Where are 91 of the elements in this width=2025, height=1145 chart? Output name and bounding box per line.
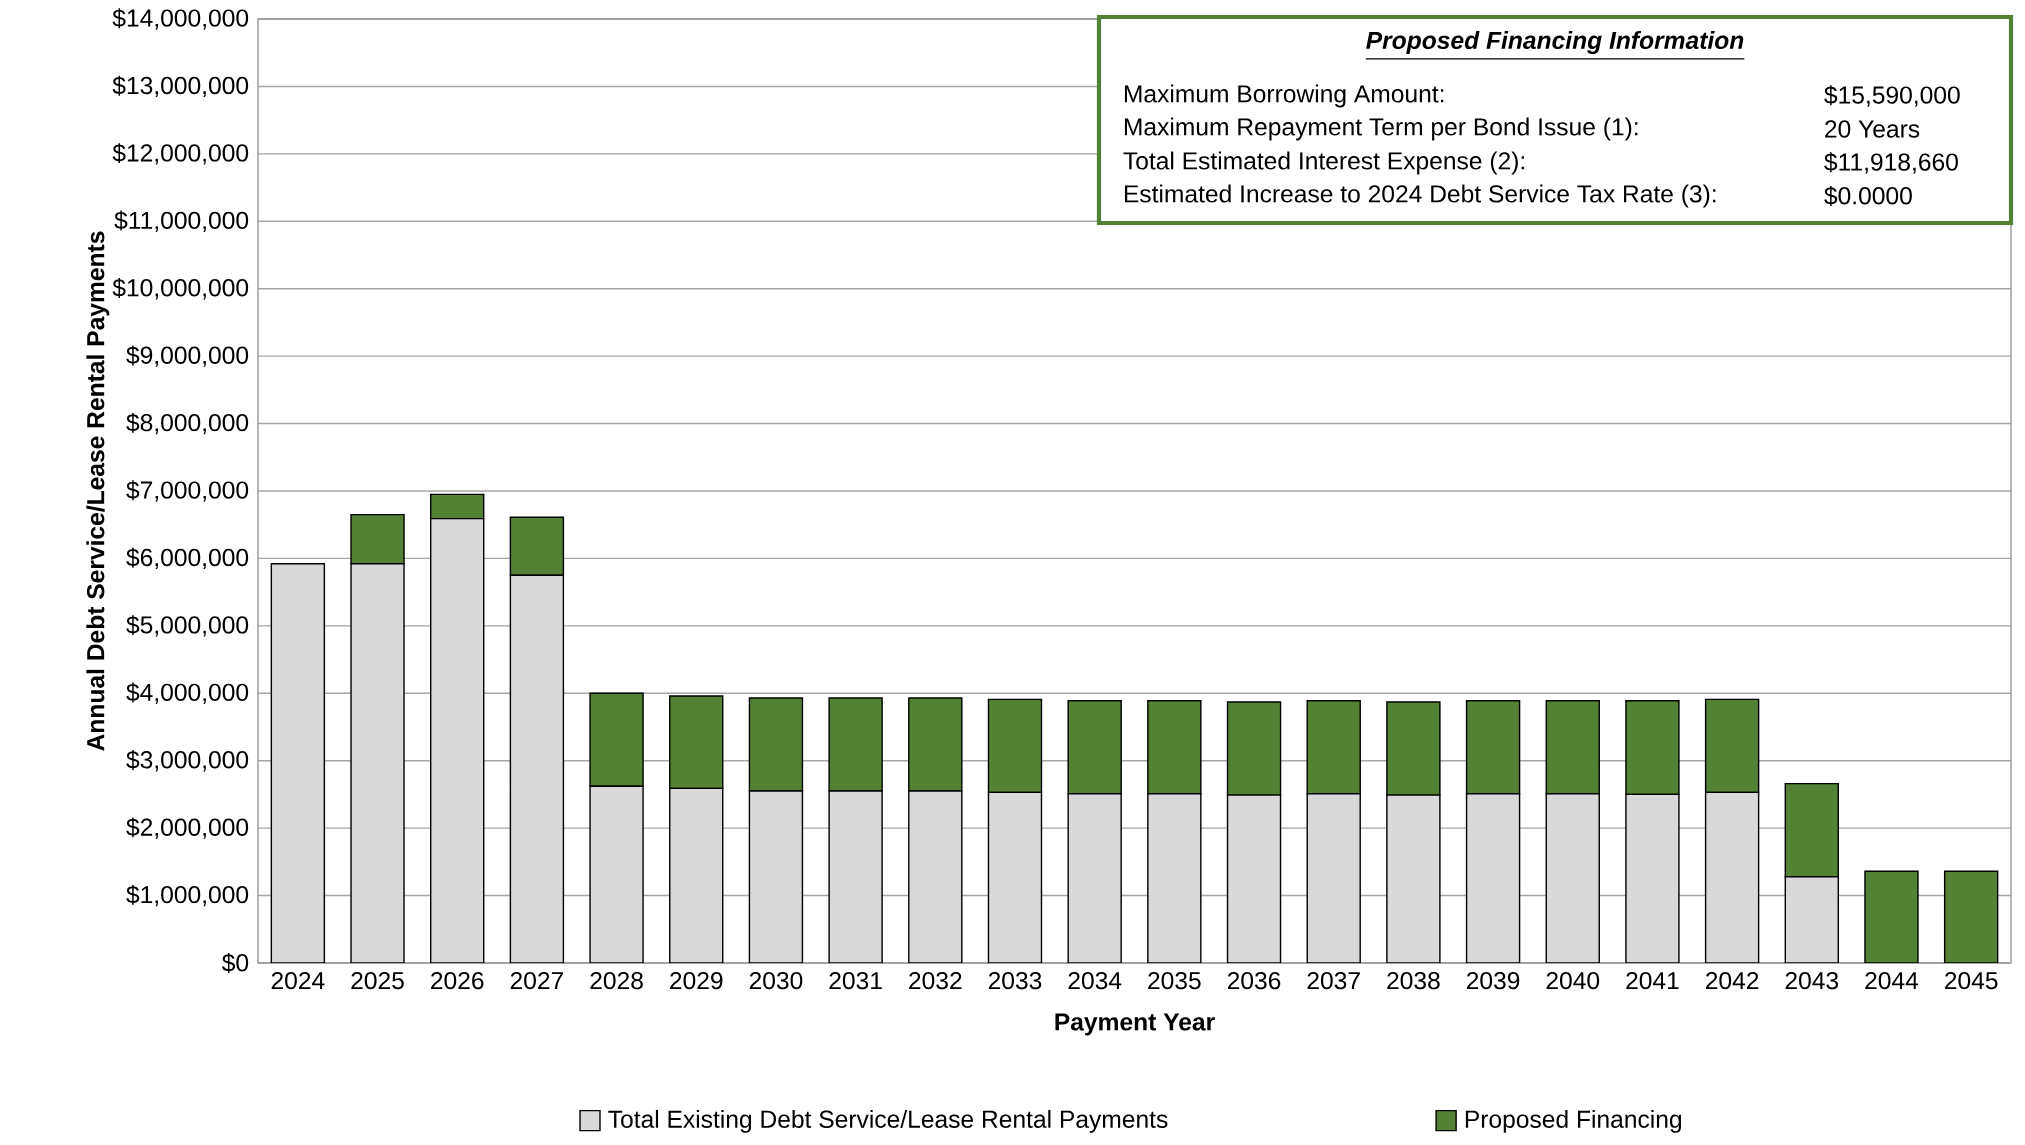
y-tick-label: $0: [222, 952, 249, 973]
bar: [1147, 699, 1202, 795]
bar: [828, 697, 883, 792]
annotation: Maximum Borrowing Amount:: [1124, 84, 1444, 108]
bar: [1943, 870, 1999, 963]
annotation: $0.0000: [1824, 185, 1912, 206]
bar: [1705, 792, 1759, 963]
annotation: $15,590,000: [1824, 85, 1960, 107]
bar: [509, 516, 565, 576]
bar: [1307, 793, 1361, 963]
bar: [590, 786, 644, 963]
bar: [669, 788, 723, 963]
x-tick-label: 2028: [590, 971, 643, 990]
x-tick-label: 2030: [749, 971, 803, 990]
x-tick-label: 2025: [351, 971, 404, 990]
x-tick-label: 2027: [510, 971, 564, 990]
bar: [908, 790, 962, 963]
x-tick-label: 2031: [829, 971, 882, 990]
x-tick-label: 2042: [1705, 971, 1759, 990]
x-tick-label: 2026: [431, 971, 484, 990]
legend-label: Proposed Financing: [1465, 1109, 1681, 1133]
bar: [1226, 701, 1282, 796]
y-tick-label: $11,000,000: [114, 210, 249, 232]
y-tick-label: $13,000,000: [112, 75, 249, 97]
y-tick-label: $8,000,000: [126, 412, 249, 435]
bar: [430, 518, 484, 963]
y-tick-label: $2,000,000: [126, 817, 249, 839]
bar: [1147, 793, 1201, 963]
legend-label: Total Existing Debt Service/Lease Rental Payments: [608, 1109, 1168, 1133]
y-tick-label: $12,000,000: [112, 142, 249, 165]
bar: [1466, 793, 1520, 963]
bar: [271, 563, 325, 963]
bar: [988, 792, 1042, 963]
x-tick-label: 2035: [1148, 971, 1201, 990]
y-tick-label: $10,000,000: [112, 277, 249, 300]
annotation: Proposed Financing Information: [1366, 30, 1744, 54]
y-tick-label: $6,000,000: [126, 547, 249, 569]
bar: [1386, 701, 1441, 796]
y-tick-label: $7,000,000: [126, 480, 249, 502]
x-tick-label: 2032: [909, 971, 962, 990]
y-axis-title: Annual Debt Service/Lease Rental Payments: [86, 231, 110, 751]
annotation: Maximum Repayment Term per Bond Issue (1):: [1124, 117, 1638, 141]
x-tick-label: 2037: [1307, 971, 1360, 990]
bar: [1306, 699, 1361, 795]
x-tick-label: 2044: [1865, 971, 1919, 990]
bar: [1625, 699, 1680, 795]
x-tick-label: 2034: [1068, 971, 1122, 990]
bar: [1625, 794, 1679, 963]
y-tick-label: $9,000,000: [126, 345, 249, 367]
bar: [908, 697, 963, 792]
bar: [749, 790, 803, 963]
bar: [510, 575, 564, 963]
bar: [1545, 699, 1600, 795]
annotation: Estimated Increase to 2024 Debt Service Tax Rate (3):: [1124, 184, 1716, 208]
bar: [351, 563, 405, 963]
x-tick-label: 2043: [1785, 971, 1839, 990]
x-axis-title: Payment Year: [1055, 1013, 1215, 1036]
x-tick-label: 2038: [1387, 971, 1440, 990]
bar: [1784, 782, 1840, 878]
x-tick-label: 2041: [1626, 971, 1679, 990]
bar: [1465, 699, 1521, 795]
bar: [1068, 793, 1122, 963]
y-tick-label: $3,000,000: [126, 749, 249, 772]
bar: [350, 513, 405, 565]
x-tick-label: 2045: [1945, 971, 1998, 990]
bar: [669, 695, 724, 789]
bar: [1546, 793, 1600, 963]
bar: [829, 790, 883, 963]
y-tick-label: $4,000,000: [126, 682, 249, 704]
annotation: 20 Years: [1825, 120, 1920, 138]
bar: [987, 698, 1043, 793]
x-tick-label: 2040: [1546, 971, 1600, 990]
bar: [1784, 875, 1840, 963]
annotation: Total Estimated Interest Expense (2):: [1123, 151, 1524, 175]
x-tick-label: 2039: [1466, 971, 1520, 990]
bar: [748, 697, 804, 792]
bar: [1067, 699, 1122, 795]
annotation: $11,918,660: [1824, 152, 1958, 174]
bar: [1386, 794, 1440, 963]
x-tick-label: 2036: [1227, 971, 1281, 990]
y-tick-label: $1,000,000: [126, 884, 249, 907]
x-tick-label: 2024: [271, 971, 325, 990]
x-tick-label: 2033: [988, 971, 1042, 990]
bar: [1864, 870, 1919, 963]
bar: [1227, 794, 1281, 963]
y-tick-label: $14,000,000: [112, 8, 249, 30]
bar: [589, 692, 644, 787]
y-tick-label: $5,000,000: [126, 614, 249, 637]
bar: [430, 493, 485, 520]
x-tick-label: 2029: [670, 971, 723, 990]
bar: [1704, 698, 1760, 793]
